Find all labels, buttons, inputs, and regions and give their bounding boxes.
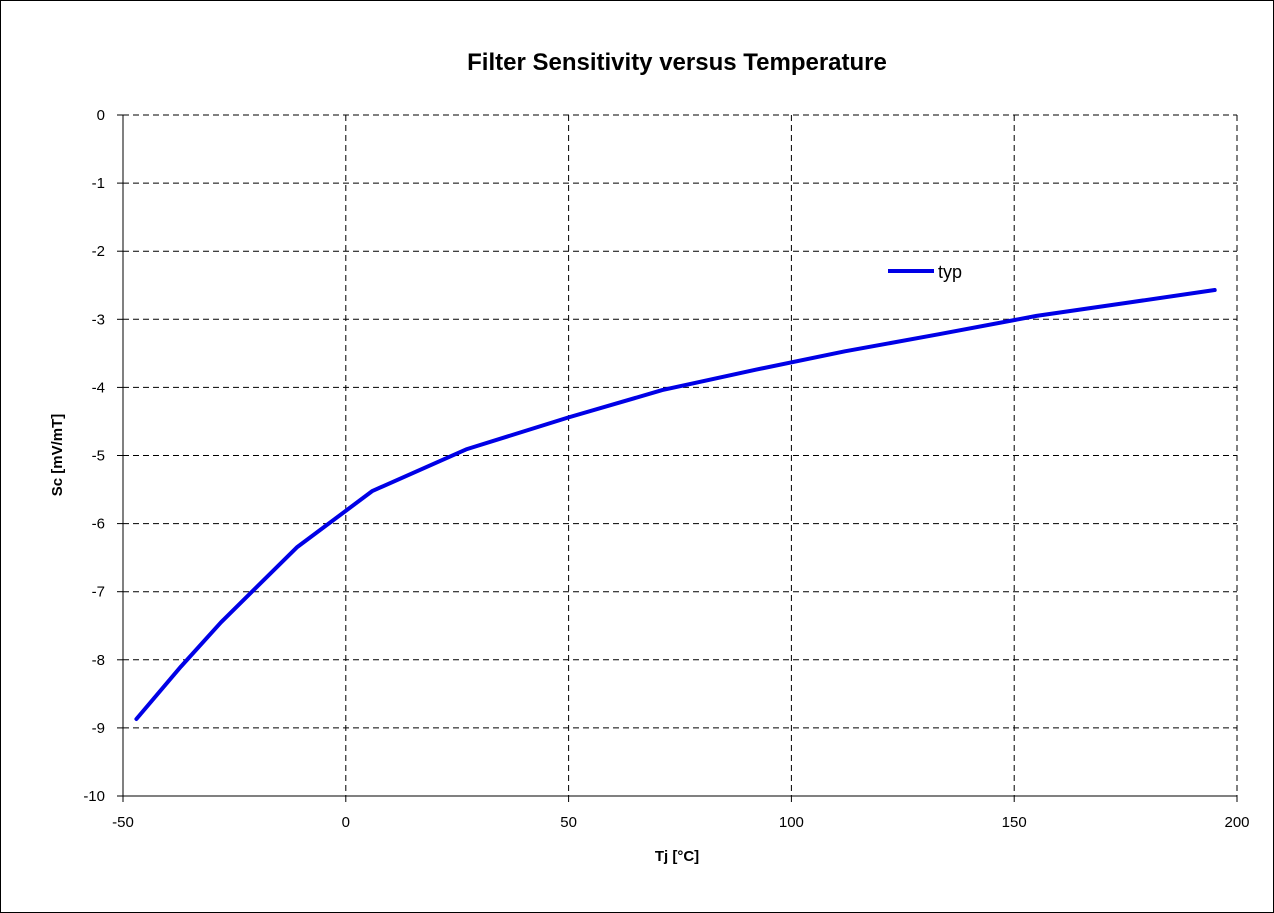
legend-label-typ: typ bbox=[938, 262, 962, 282]
y-axis-ticks: 0 -1 -2 -3 -4 -5 -6 -7 -8 -9 -10 bbox=[83, 107, 123, 805]
y-axis-title: Sc [mV/mT] bbox=[49, 414, 66, 497]
x-tick-label-0: -50 bbox=[112, 814, 134, 831]
y-tick-label-7: -7 bbox=[92, 584, 105, 601]
chart-title: Filter Sensitivity versus Temperature bbox=[467, 49, 887, 76]
y-tick-label-2: -2 bbox=[92, 243, 105, 260]
y-tick-label-3: -3 bbox=[92, 311, 105, 328]
series-layer bbox=[134, 288, 1217, 721]
x-axis-title: Tj [°C] bbox=[655, 848, 699, 865]
y-tick-label-8: -8 bbox=[92, 652, 105, 669]
y-tick-label-10: -10 bbox=[83, 788, 105, 805]
y-tick-label-0: 0 bbox=[97, 107, 105, 124]
y-tick-label-5: -5 bbox=[92, 448, 105, 465]
y-tick-label-9: -9 bbox=[92, 720, 105, 737]
legend: typ bbox=[888, 262, 962, 282]
x-axis-ticks: -50 0 50 100 150 200 bbox=[112, 796, 1250, 831]
grid-lines bbox=[123, 114, 1238, 796]
series-line-typ bbox=[134, 288, 1217, 721]
x-tick-label-2: 50 bbox=[560, 814, 577, 831]
y-tick-label-6: -6 bbox=[92, 516, 105, 533]
y-tick-label-1: -1 bbox=[92, 175, 105, 192]
y-tick-label-4: -4 bbox=[92, 379, 105, 396]
x-tick-label-3: 100 bbox=[779, 814, 804, 831]
x-tick-label-1: 0 bbox=[342, 814, 350, 831]
x-tick-label-4: 150 bbox=[1002, 814, 1027, 831]
x-tick-label-5: 200 bbox=[1224, 814, 1249, 831]
